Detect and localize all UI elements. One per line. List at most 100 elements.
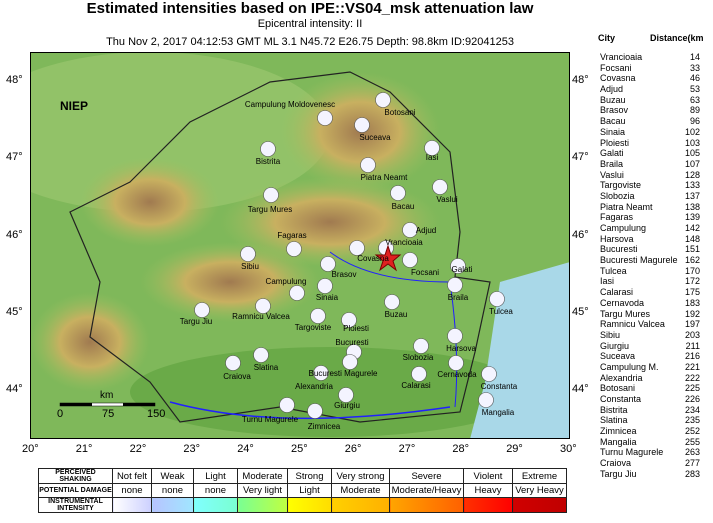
city-marker[interactable] [349, 240, 365, 256]
intensity-color-swatch [151, 497, 194, 513]
scale-unit: km [100, 390, 114, 401]
city-marker[interactable] [240, 246, 256, 262]
city-marker[interactable] [317, 110, 333, 126]
table-row: Vaslui 128 [600, 170, 708, 181]
city-marker[interactable] [402, 252, 418, 268]
city-marker[interactable] [317, 278, 333, 294]
city-name: Adjud [600, 84, 624, 95]
intensity-color-swatch [389, 497, 464, 513]
city-marker[interactable] [279, 397, 295, 413]
city-name: Bucuresti [600, 244, 638, 255]
city-distance: 142 [684, 223, 700, 233]
city-name: Campulung [600, 223, 647, 233]
city-marker[interactable] [390, 185, 406, 201]
city-marker[interactable] [489, 291, 505, 307]
city-marker[interactable] [481, 366, 497, 382]
city-marker[interactable] [342, 354, 358, 370]
city-marker[interactable] [411, 366, 427, 382]
table-row: Targoviste 133 [600, 180, 708, 191]
city-marker[interactable] [448, 355, 464, 371]
city-name: Slobozia [600, 190, 635, 201]
city-marker[interactable] [338, 387, 354, 403]
city-marker[interactable] [341, 312, 357, 328]
city-marker[interactable] [313, 365, 329, 381]
city-label: Galati [451, 265, 473, 274]
table-row: Sibiu 203 [600, 330, 708, 341]
city-marker[interactable] [360, 157, 376, 173]
table-row: Bucuresti 151 [600, 244, 708, 255]
table-row: Harsova 148 [600, 234, 708, 245]
city-marker[interactable] [260, 141, 276, 157]
city-marker[interactable] [432, 179, 448, 195]
table-row: Campulung M. 221 [600, 362, 708, 373]
city-label: Constanta [480, 382, 518, 391]
city-marker[interactable] [307, 403, 323, 419]
city-marker[interactable] [320, 256, 336, 272]
epicenter-star-icon [374, 244, 402, 272]
city-marker[interactable] [450, 258, 466, 274]
city-marker[interactable] [289, 285, 305, 301]
city-marker[interactable] [310, 308, 326, 324]
table-row: Focsani 33 [600, 63, 708, 74]
city-name: Suceava [600, 351, 636, 362]
lat-tick-label: 46° [6, 228, 23, 241]
lon-tick-label: 27° [398, 443, 416, 455]
city-distance: 162 [684, 255, 700, 266]
lat-tick-label: 47° [572, 151, 589, 164]
city-name: Targu Mures [600, 308, 651, 319]
city-marker[interactable] [253, 347, 269, 363]
city-distance: 105 [684, 148, 700, 159]
city-marker[interactable] [225, 355, 241, 371]
city-marker[interactable] [354, 117, 370, 133]
city-marker[interactable] [402, 222, 418, 238]
table-row: Targu Jiu 283 [600, 469, 708, 480]
city-name: Giurgiu [600, 340, 630, 351]
intensity-map[interactable] [30, 52, 570, 439]
table-row: Vrancioaia 14 [600, 52, 708, 63]
table-row: Suceava 216 [600, 351, 708, 362]
city-distance: 102 [684, 126, 700, 137]
city-distance: 235 [684, 415, 700, 426]
city-label: Zimnicea [307, 422, 341, 431]
col-city: City [598, 33, 616, 43]
lon-tick-label: 21° [75, 443, 93, 455]
city-label: Slatina [253, 363, 279, 372]
city-name: Constanta [600, 394, 642, 404]
table-row: Braila 107 [600, 159, 708, 170]
city-distance: 216 [684, 351, 700, 362]
damage-level: Very light [237, 483, 288, 498]
city-marker[interactable] [194, 302, 210, 318]
city-distance: 226 [684, 394, 700, 404]
shaking-level: Strong [287, 468, 332, 484]
city-marker[interactable] [447, 328, 463, 344]
city-marker[interactable] [255, 298, 271, 314]
city-distance: 277 [684, 458, 700, 469]
table-row: Piatra Neamt 138 [600, 202, 708, 213]
city-distance: 128 [684, 169, 700, 180]
table-row: Sinaia 102 [600, 127, 708, 138]
city-label: Fagaras [277, 231, 307, 240]
org-label: NIEP [60, 99, 89, 113]
city-label: Buzau [384, 310, 408, 319]
city-distance: 151 [684, 244, 700, 255]
city-marker[interactable] [478, 392, 494, 408]
city-label: Targu Jiu [179, 317, 213, 326]
city-marker[interactable] [413, 338, 429, 354]
legend-row-label: INSTRUMENTAL INTENSITY [38, 497, 113, 513]
city-label: Tulcea [489, 307, 513, 316]
city-marker[interactable] [263, 187, 279, 203]
city-distance: 96 [689, 116, 700, 127]
table-row: Iasi 172 [600, 276, 708, 287]
city-name: Calarasi [600, 287, 634, 298]
table-row: Ramnicu Valcea 197 [600, 319, 708, 330]
damage-level: none [151, 483, 194, 498]
city-marker[interactable] [286, 241, 302, 257]
shaking-level: Violent [463, 468, 513, 484]
table-row: Targu Mures 192 [600, 309, 708, 320]
city-marker[interactable] [375, 92, 391, 108]
city-marker[interactable] [447, 277, 463, 293]
lat-tick-label: 48° [572, 74, 589, 86]
event-info: Thu Nov 2, 2017 04:12:53 GMT ML 3.1 N45.… [106, 36, 514, 48]
city-marker[interactable] [384, 294, 400, 310]
city-marker[interactable] [424, 140, 440, 156]
